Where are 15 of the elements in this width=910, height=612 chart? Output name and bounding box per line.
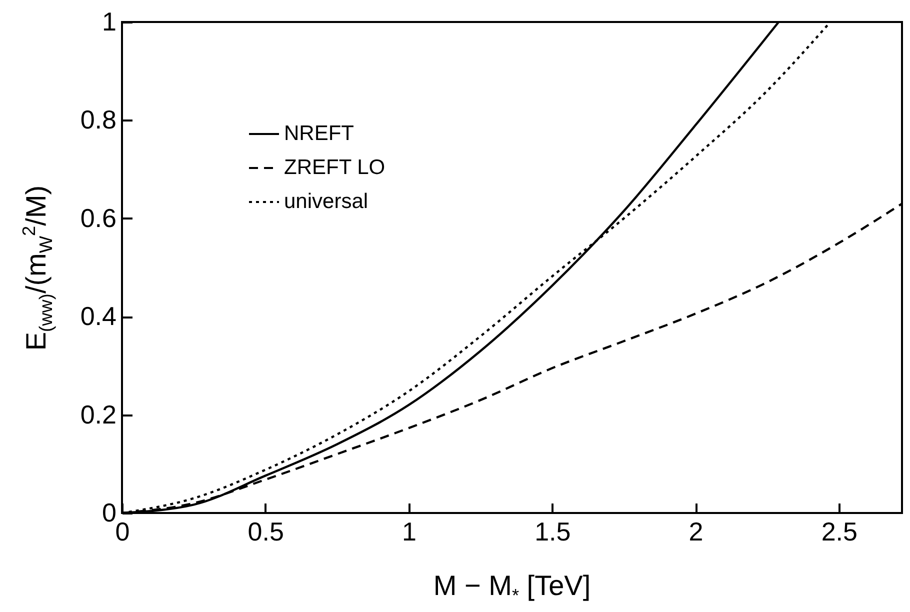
x-tick-label: 2 <box>688 516 704 546</box>
y-tick-label: 0.4 <box>80 301 116 332</box>
x-tick-label: 1.5 <box>534 516 571 546</box>
y-tick-label: 0 <box>102 498 116 528</box>
x-tick-label: 0.5 <box>248 516 284 546</box>
x-axis-title: M − M$_{*}$ [TeV] <box>432 570 592 607</box>
y-tick-label: 0.8 <box>80 104 116 135</box>
x-tick-label: 2.5 <box>821 516 858 546</box>
y-tick-label: 0.6 <box>80 202 116 233</box>
legend-label: ZREFT LO <box>284 156 386 179</box>
legend-label: NREFT <box>284 122 354 145</box>
x-tick-label: 1 <box>402 516 416 546</box>
legend-label: universal <box>284 190 368 213</box>
y-tick-label: 1 <box>102 6 116 36</box>
y-tick-label: 0.2 <box>80 399 116 430</box>
